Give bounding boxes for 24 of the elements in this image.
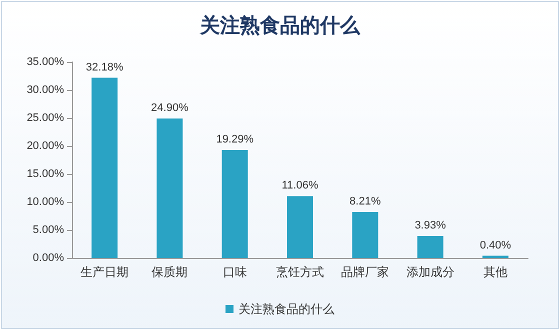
y-tick-label: 20.00% [26,140,64,152]
data-label: 0.40% [480,239,512,252]
data-label: 11.06% [282,180,318,192]
y-tick-label: 10.00% [26,196,64,208]
y-tick-label: 35.00% [26,56,64,68]
y-tick-label: 15.00% [26,168,64,180]
x-tick-label: 生产日期 [80,265,129,279]
legend-label: 关注熟食品的什么 [238,302,334,316]
y-tick-label: 30.00% [26,84,64,96]
x-tick-label: 口味 [222,265,247,279]
x-tick-label: 其他 [483,265,508,279]
chart-title: 关注熟食品的什么 [199,13,361,37]
x-tick-label: 添加成分 [406,265,454,279]
data-label: 19.29% [216,133,254,146]
y-tick-label: 25.00% [26,112,64,124]
data-label: 3.93% [414,219,446,232]
data-label: 24.90% [151,102,189,114]
x-tick-label: 保质期 [152,265,188,279]
x-tick-label: 烹饪方式 [276,265,324,279]
y-tick-label: 0.00% [32,252,64,264]
x-tick-label: 品牌厂家 [341,265,390,279]
y-tick-label: 5.00% [32,224,64,236]
data-label: 8.21% [350,196,381,208]
data-label: 32.18% [86,61,124,74]
